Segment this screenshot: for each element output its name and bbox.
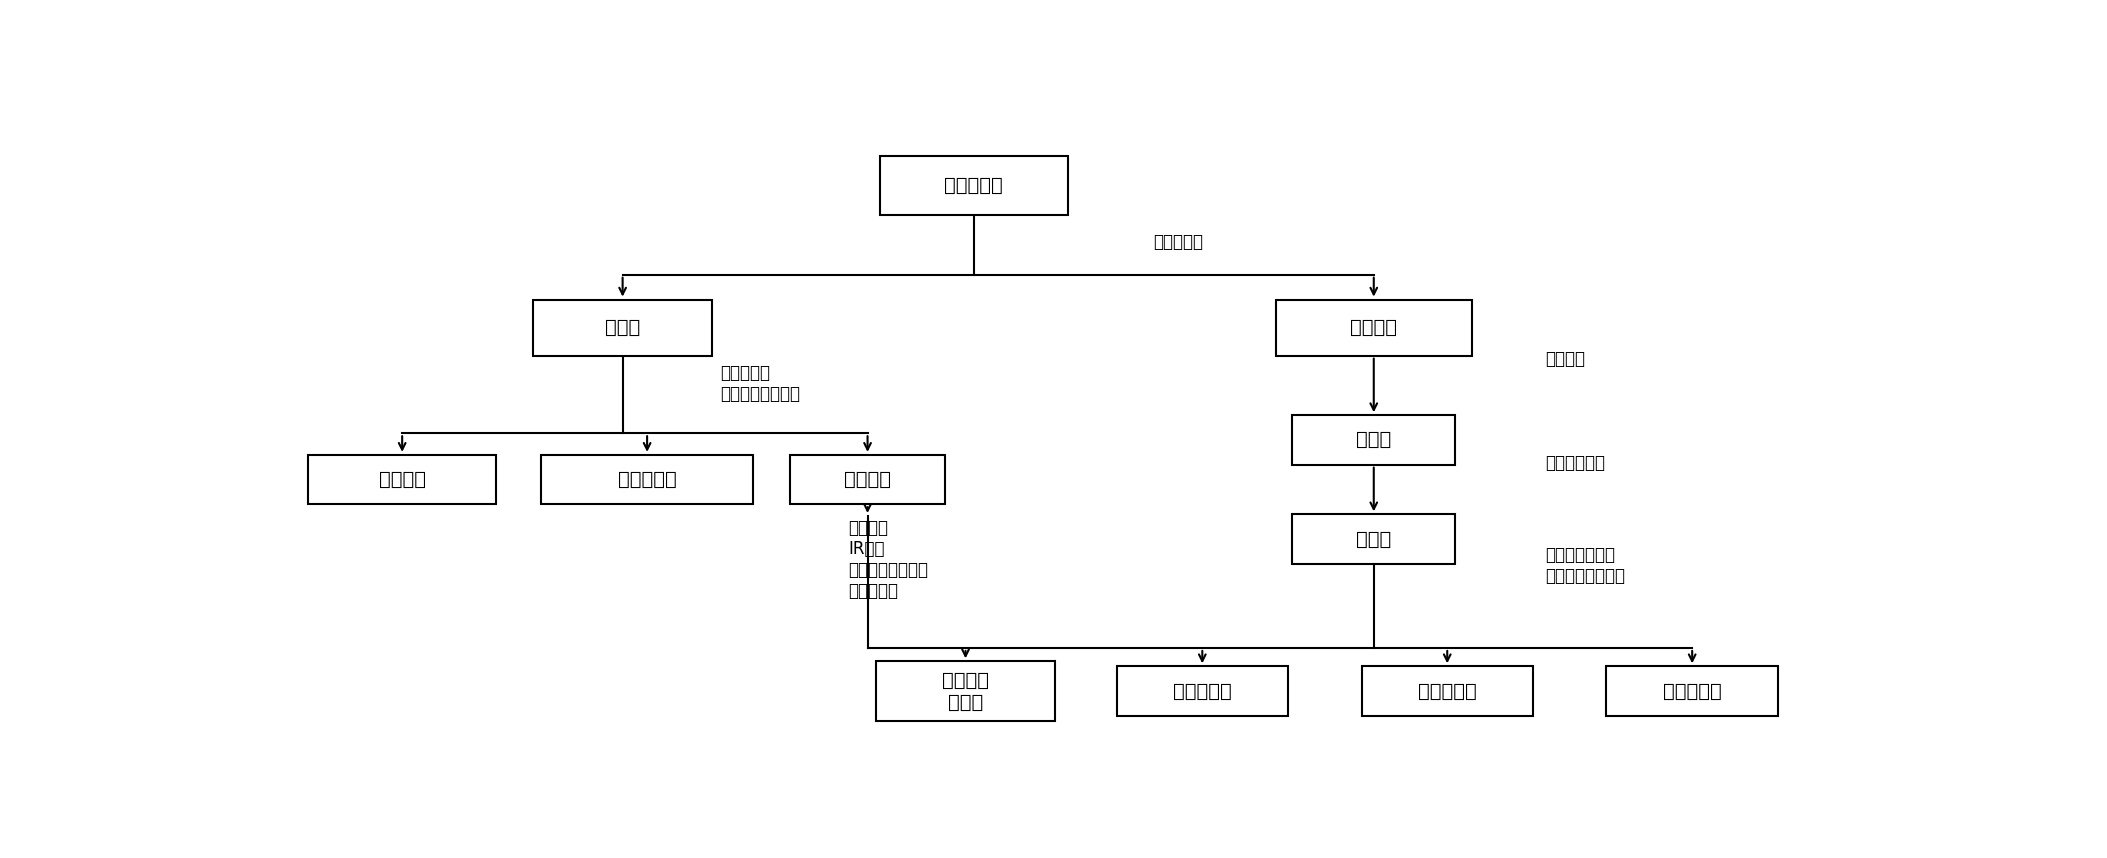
Text: 塩酸分解: 塩酸分解 <box>1544 350 1584 368</box>
Text: 芳香族成分: 芳香族成分 <box>617 470 676 489</box>
FancyBboxPatch shape <box>790 455 946 505</box>
Text: フェノール: フェノール <box>1174 681 1233 700</box>
Text: 粘度指数
向上剤: 粘度指数 向上剤 <box>942 670 988 711</box>
Text: シリカゲル
クロマトグラフィ: シリカゲル クロマトグラフィ <box>721 365 801 403</box>
Text: レジン分: レジン分 <box>845 470 891 489</box>
FancyBboxPatch shape <box>1277 299 1473 356</box>
FancyBboxPatch shape <box>1292 415 1456 465</box>
Text: 飽和成分: 飽和成分 <box>379 470 426 489</box>
Text: トルエン抄出: トルエン抄出 <box>1544 454 1606 472</box>
Text: 透析残さ: 透析残さ <box>1351 318 1397 337</box>
Text: イオン交換樹脆
クロマトグラフィ: イオン交換樹脆 クロマトグラフィ <box>1544 546 1624 585</box>
Text: スルホン酸: スルホン酸 <box>1662 681 1721 700</box>
FancyBboxPatch shape <box>541 455 754 505</box>
FancyBboxPatch shape <box>1606 666 1778 716</box>
FancyBboxPatch shape <box>533 299 712 356</box>
FancyBboxPatch shape <box>881 156 1068 215</box>
Text: カルボン酸: カルボン酸 <box>1418 681 1477 700</box>
FancyBboxPatch shape <box>308 455 495 505</box>
Text: エンジン油: エンジン油 <box>944 176 1003 195</box>
FancyBboxPatch shape <box>1292 514 1456 564</box>
FancyBboxPatch shape <box>1361 666 1534 716</box>
Text: ゴム膜透析: ゴム膜透析 <box>1153 233 1203 251</box>
Text: 分解物: 分解物 <box>1357 431 1391 450</box>
Text: 透析油: 透析油 <box>605 318 641 337</box>
FancyBboxPatch shape <box>877 662 1056 721</box>
Text: 金属分析
IR分析
ジチオりん酸亜邉
さび止め剤: 金属分析 IR分析 ジチオりん酸亜邉 さび止め剤 <box>847 519 927 600</box>
FancyBboxPatch shape <box>1117 666 1287 716</box>
Text: 抄出油: 抄出油 <box>1357 529 1391 548</box>
